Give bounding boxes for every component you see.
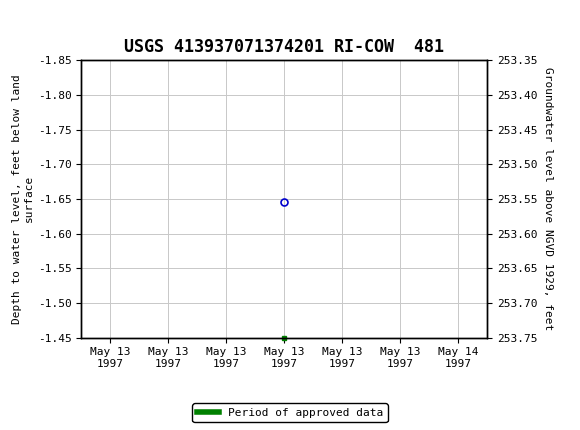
Title: USGS 413937071374201 RI-COW  481: USGS 413937071374201 RI-COW 481 [124,38,444,56]
Y-axis label: Groundwater level above NGVD 1929, feet: Groundwater level above NGVD 1929, feet [543,67,553,331]
Y-axis label: Depth to water level, feet below land
surface: Depth to water level, feet below land su… [12,74,34,324]
Legend: Period of approved data: Period of approved data [193,403,387,422]
Text: ≡USGS: ≡USGS [3,12,57,29]
